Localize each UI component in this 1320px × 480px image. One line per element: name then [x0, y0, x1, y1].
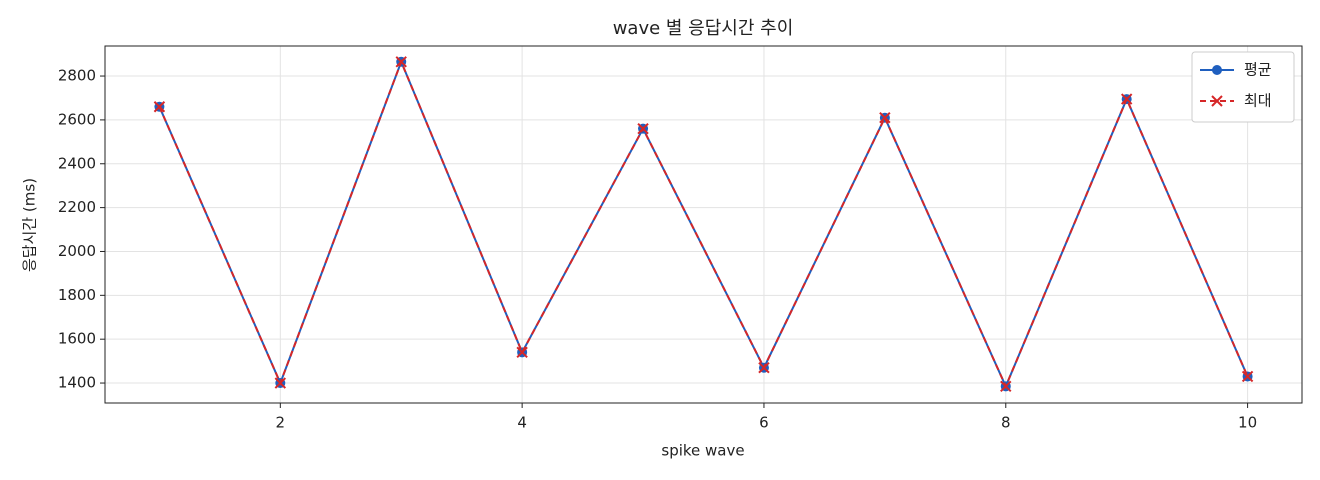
point — [879, 111, 891, 124]
y-tick-label: 2000 — [58, 242, 96, 260]
y-tick-label: 2400 — [58, 154, 96, 172]
x-tick-label: 6 — [759, 414, 769, 432]
point — [153, 101, 166, 113]
y-tick-label: 2600 — [58, 110, 96, 128]
x-tick-label: 8 — [1001, 414, 1011, 432]
y-tick-label: 2800 — [58, 67, 96, 85]
point — [1120, 93, 1133, 105]
y-tick-label: 1800 — [58, 286, 96, 304]
legend-label: 평균 — [1244, 61, 1272, 79]
point — [637, 122, 649, 135]
point — [516, 346, 528, 359]
y-axis-label: 응답시간 (ms) — [21, 178, 39, 272]
chart-title: wave 별 응답시간 추이 — [613, 18, 794, 39]
series-line — [158, 59, 1249, 389]
point — [395, 56, 407, 68]
y-tick-label: 1600 — [58, 330, 96, 348]
y-tick-label: 1400 — [58, 374, 96, 392]
legend-marker — [1211, 95, 1223, 107]
x-tick-label: 4 — [517, 414, 527, 432]
legend-marker — [1212, 65, 1222, 75]
point — [1241, 370, 1254, 383]
x-axis-label: spike wave — [661, 442, 744, 460]
y-tick-label: 2200 — [58, 198, 96, 216]
point — [758, 361, 770, 374]
legend-box — [1191, 51, 1295, 123]
point — [274, 377, 287, 389]
x-tick-label: 10 — [1238, 414, 1257, 432]
x-tick-label: 2 — [276, 414, 286, 432]
point — [1000, 380, 1012, 393]
legend-label: 최대 — [1244, 92, 1272, 110]
plot-frame — [104, 45, 1303, 404]
